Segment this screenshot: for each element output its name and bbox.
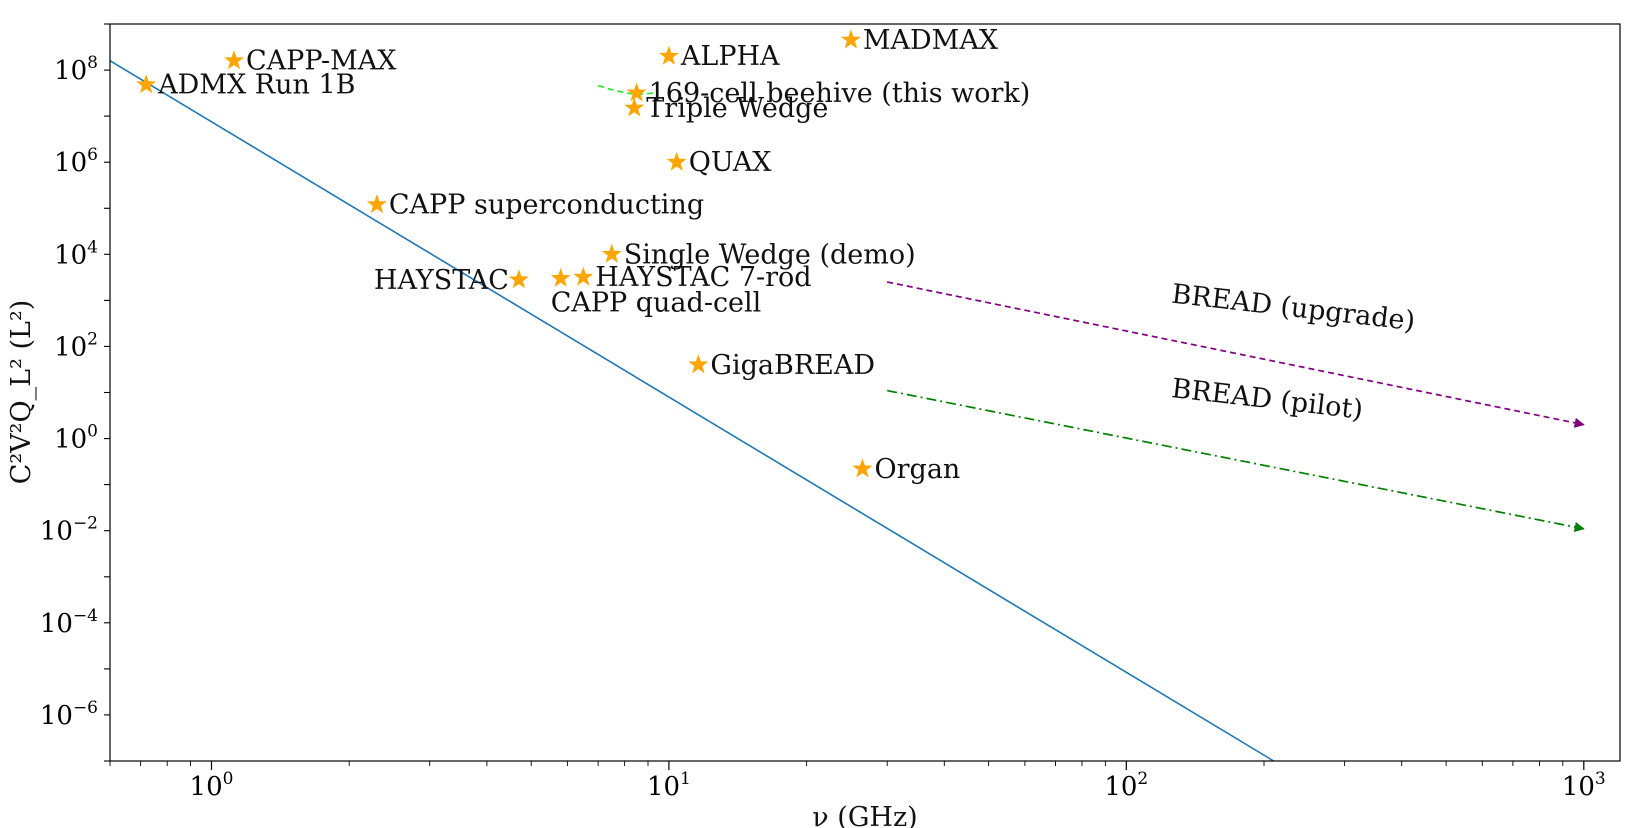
label-169-cell-beehive-this-work: 169-cell beehive (this work) — [649, 78, 1031, 109]
label-capp-max: CAPP-MAX — [246, 46, 397, 77]
series-bread-pilot — [887, 389, 1585, 533]
point-gigabread — [688, 354, 709, 374]
y-tick-label: 106 — [54, 145, 98, 178]
x-axis-label: ν (GHz) — [812, 802, 917, 828]
y-axis-label: C²V²Q_L² (L²) — [6, 300, 37, 485]
label-alpha: ALPHA — [680, 41, 780, 72]
x-tick-label: 102 — [1104, 769, 1148, 802]
y-tick-label: 100 — [54, 422, 98, 455]
label-organ: Organ — [875, 454, 961, 485]
label-triple-wedge: Triple Wedge — [646, 93, 828, 124]
y-tick-label: 10−2 — [40, 514, 98, 547]
y-tick-label: 104 — [54, 237, 98, 270]
point-haystac — [508, 269, 529, 289]
point-haystac-7-rod — [573, 266, 594, 286]
y-axis-ticks: 108 106 104 102 100 10−2 10−4 10−6 — [40, 23, 110, 762]
label-gigabread: GigaBREAD — [710, 350, 875, 381]
label-quax: QUAX — [689, 147, 773, 178]
x-tick-label: 101 — [647, 769, 691, 802]
y-tick-label: 10−6 — [40, 698, 98, 731]
x-axis-ticks: 100 101 102 103 — [109, 761, 1606, 802]
point-capp-max — [224, 50, 244, 70]
y-tick-label: 10−4 — [40, 606, 98, 639]
y-tick-label: 108 — [54, 53, 98, 86]
series-sensitivity-line — [110, 60, 1275, 761]
point-organ — [852, 458, 873, 478]
series-169-cell-beehive-tuning-range — [597, 84, 655, 95]
label-capp-superconducting: CAPP superconducting — [389, 190, 704, 221]
label-admx-run-1b: ADMX Run 1B — [157, 70, 355, 101]
point-admx-run-1b — [136, 74, 157, 94]
arrow-label-bread-upgrade: BREAD (upgrade) — [1170, 279, 1417, 338]
x-tick-label: 100 — [190, 769, 234, 802]
x-tick-label: 103 — [1562, 769, 1606, 802]
label-haystac-7-rod: HAYSTAC 7-rod — [595, 262, 811, 293]
label-haystac: HAYSTAC — [374, 265, 509, 296]
y-tick-label: 102 — [54, 329, 98, 362]
point-capp-superconducting — [366, 194, 387, 214]
arrow-label-bread-pilot: BREAD (pilot) — [1170, 373, 1365, 426]
arrow-labels-layer: BREAD (upgrade) BREAD (pilot) — [1170, 279, 1417, 426]
point-madmax — [840, 29, 861, 49]
label-capp-quad-cell: CAPP quad-cell — [551, 287, 762, 318]
point-alpha — [658, 45, 679, 65]
label-madmax: MADMAX — [863, 25, 999, 56]
series-bread-upgrade — [887, 281, 1585, 428]
label-single-wedge-demo: Single Wedge (demo) — [624, 239, 916, 270]
point-169-cell-beehive-this-work — [626, 82, 647, 102]
point-capp-quad-cell — [550, 267, 571, 287]
plot-frame — [109, 23, 1621, 762]
point-single-wedge-demo — [601, 243, 622, 263]
point-quax — [666, 151, 687, 171]
series-layer — [110, 60, 1585, 761]
